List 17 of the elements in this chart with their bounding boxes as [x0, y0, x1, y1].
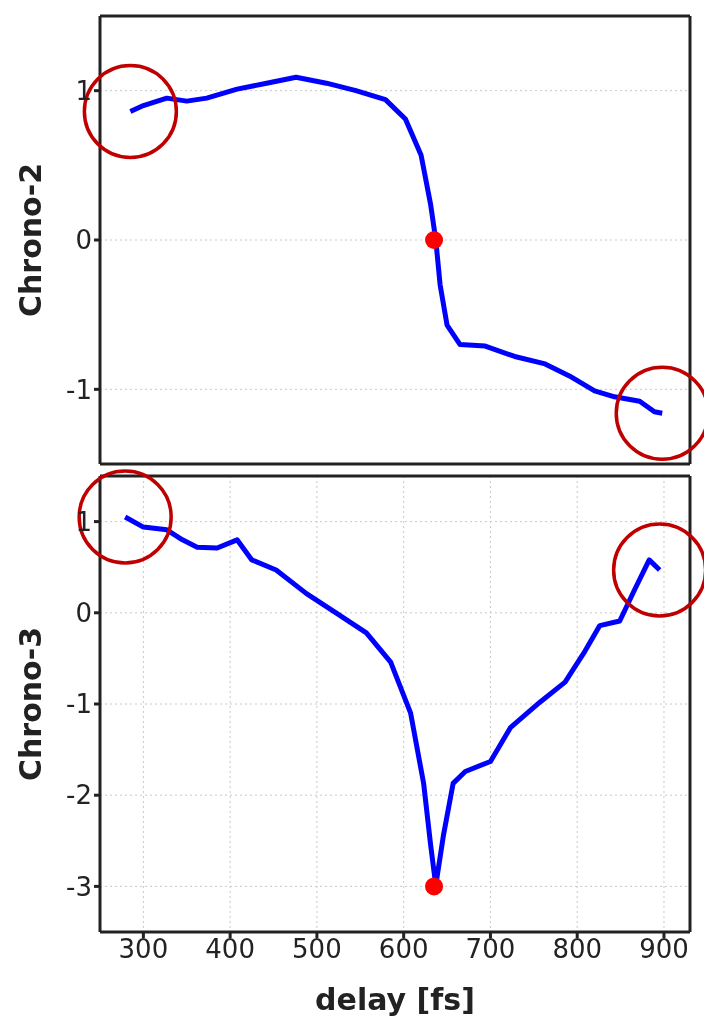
- x-tick-label: 700: [465, 934, 516, 965]
- x-tick-label: 500: [292, 934, 342, 965]
- x-tick-label: 900: [639, 934, 689, 965]
- y-tick-label: 0: [75, 225, 92, 256]
- y-axis-title: Chrono-3: [12, 626, 48, 782]
- x-tick-label: 300: [118, 934, 169, 965]
- x-tick-label: 600: [378, 934, 429, 965]
- x-tick-label: 400: [205, 934, 255, 965]
- x-axis-title: delay [fs]: [315, 982, 475, 1017]
- y-tick-label: -2: [66, 780, 92, 811]
- x-tick-label: 800: [552, 934, 603, 965]
- y-tick-label: 1: [75, 75, 92, 106]
- y-tick-label: -3: [66, 871, 92, 902]
- y-tick-label: -1: [66, 374, 92, 405]
- y-tick-label: 0: [75, 598, 92, 629]
- y-tick-label: -1: [66, 689, 92, 720]
- y-axis-title: Chrono-2: [12, 162, 48, 318]
